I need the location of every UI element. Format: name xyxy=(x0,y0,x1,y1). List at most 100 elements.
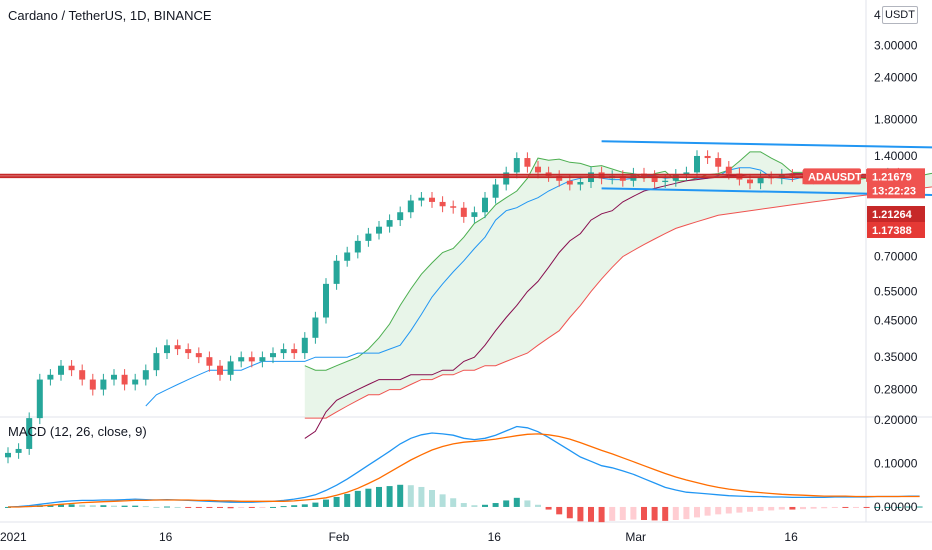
candle-body xyxy=(386,220,393,227)
macd-histogram-bar xyxy=(407,485,414,507)
trendline-lower xyxy=(601,187,932,196)
macd-histogram-bar xyxy=(619,506,626,520)
conversion-line xyxy=(145,167,867,407)
macd-histogram-bar xyxy=(164,506,170,508)
candle-body xyxy=(248,357,255,362)
macd-histogram-bar xyxy=(111,505,117,507)
time-tick-label: 16 xyxy=(159,530,173,544)
candle-body xyxy=(323,283,329,318)
macd-histogram-bar xyxy=(863,506,870,508)
level-price-badge xyxy=(867,222,925,238)
candle-body xyxy=(429,197,435,202)
macd-histogram-bar xyxy=(450,498,457,507)
candle-body xyxy=(524,158,531,167)
price-tick-label: 0.45000 xyxy=(874,314,918,328)
macd-histogram-bar xyxy=(556,506,563,515)
macd-histogram-bar xyxy=(439,494,446,507)
candle-body xyxy=(227,361,234,375)
macd-histogram-bar xyxy=(365,488,372,507)
macd-histogram-bar xyxy=(831,506,838,508)
candle-body xyxy=(577,182,584,185)
macd-histogram-bar xyxy=(842,506,849,508)
macd-histogram-bar xyxy=(206,506,213,508)
candle-body xyxy=(344,252,351,261)
macd-histogram-bar xyxy=(195,506,202,508)
candle-body xyxy=(15,448,22,453)
price-tick-label: 0.28000 xyxy=(874,383,918,397)
candle-body xyxy=(757,177,764,184)
candle-body xyxy=(439,201,446,207)
macd-histogram-bar xyxy=(566,506,573,519)
candle-body xyxy=(651,175,658,183)
candle-body xyxy=(694,155,700,173)
candle-body xyxy=(418,197,425,201)
macd-histogram-bar xyxy=(683,506,690,520)
macd-histogram-bar xyxy=(524,500,531,507)
macd-histogram-bar xyxy=(641,506,647,520)
time-tick-label: Mar xyxy=(625,530,646,544)
candle-body xyxy=(747,179,753,184)
macd-histogram-bar xyxy=(800,506,806,510)
macd-histogram-bar xyxy=(874,506,881,508)
candle-body xyxy=(259,357,266,362)
macd-histogram-bar xyxy=(259,506,266,508)
candle-body xyxy=(535,166,541,173)
macd-histogram-bar xyxy=(386,486,393,507)
price-tick-label: 1.80000 xyxy=(874,112,918,126)
macd-histogram-bar xyxy=(238,506,245,508)
trendline-upper xyxy=(601,140,932,149)
macd-histogram-bar xyxy=(577,506,584,522)
currency-unit-button[interactable]: USDT xyxy=(882,6,918,24)
time-tick-label: Feb xyxy=(329,530,350,544)
macd-histogram-bar xyxy=(609,506,616,521)
macd-histogram-bar xyxy=(291,505,298,507)
macd-histogram-bar xyxy=(376,486,382,507)
macd-histogram-bar xyxy=(884,506,891,508)
candle-body xyxy=(725,166,732,174)
macd-histogram-bar xyxy=(174,506,181,508)
candle-body xyxy=(206,357,213,366)
macd-histogram-bar xyxy=(301,504,308,507)
macd-histogram-bar xyxy=(312,502,319,507)
macd-histogram-bar xyxy=(503,500,510,507)
candle-body xyxy=(164,345,170,354)
candle-body xyxy=(471,212,478,217)
candle-body xyxy=(301,337,308,354)
price-tick-label: 0.35000 xyxy=(874,350,918,364)
candle-body xyxy=(132,379,139,385)
candle-body xyxy=(280,349,287,354)
last-price-label: 1.21679 xyxy=(872,171,912,183)
macd-histogram-bar xyxy=(916,506,923,508)
candle-body xyxy=(312,317,319,338)
candle-body xyxy=(142,370,149,380)
macd-histogram-bar xyxy=(630,506,637,520)
level-price-label: 1.21264 xyxy=(872,209,913,221)
candle-body xyxy=(100,379,107,390)
candle-body xyxy=(460,207,467,217)
top-price-tick: 4 xyxy=(874,8,881,22)
macd-histogram-bar xyxy=(270,506,276,508)
candle-body xyxy=(619,175,626,181)
candle-body xyxy=(704,155,711,159)
candle-body xyxy=(174,345,181,350)
macd-title: MACD (12, 26, close, 9) xyxy=(8,424,147,439)
macd-histogram-bar xyxy=(280,506,287,508)
level-price-badge xyxy=(867,206,925,222)
candle-body xyxy=(153,353,160,371)
last-price-badge xyxy=(867,168,925,199)
ichimoku-cloud xyxy=(304,151,932,419)
candle-body xyxy=(566,180,573,185)
chart-title: Cardano / TetherUS, 1D, BINANCE xyxy=(8,8,212,23)
candle-body xyxy=(333,260,340,284)
candle-body xyxy=(68,365,75,371)
candle-body xyxy=(683,172,690,175)
macd-histogram-bar xyxy=(482,504,488,507)
candle-body xyxy=(79,370,86,380)
macd-tick-label: 0.00000 xyxy=(874,500,918,514)
signal-line xyxy=(8,433,920,508)
price-tick-label: 3.00000 xyxy=(874,38,918,52)
candle-body xyxy=(270,353,276,358)
time-tick-label: 16 xyxy=(784,530,798,544)
macd-histogram-bar xyxy=(471,505,478,507)
